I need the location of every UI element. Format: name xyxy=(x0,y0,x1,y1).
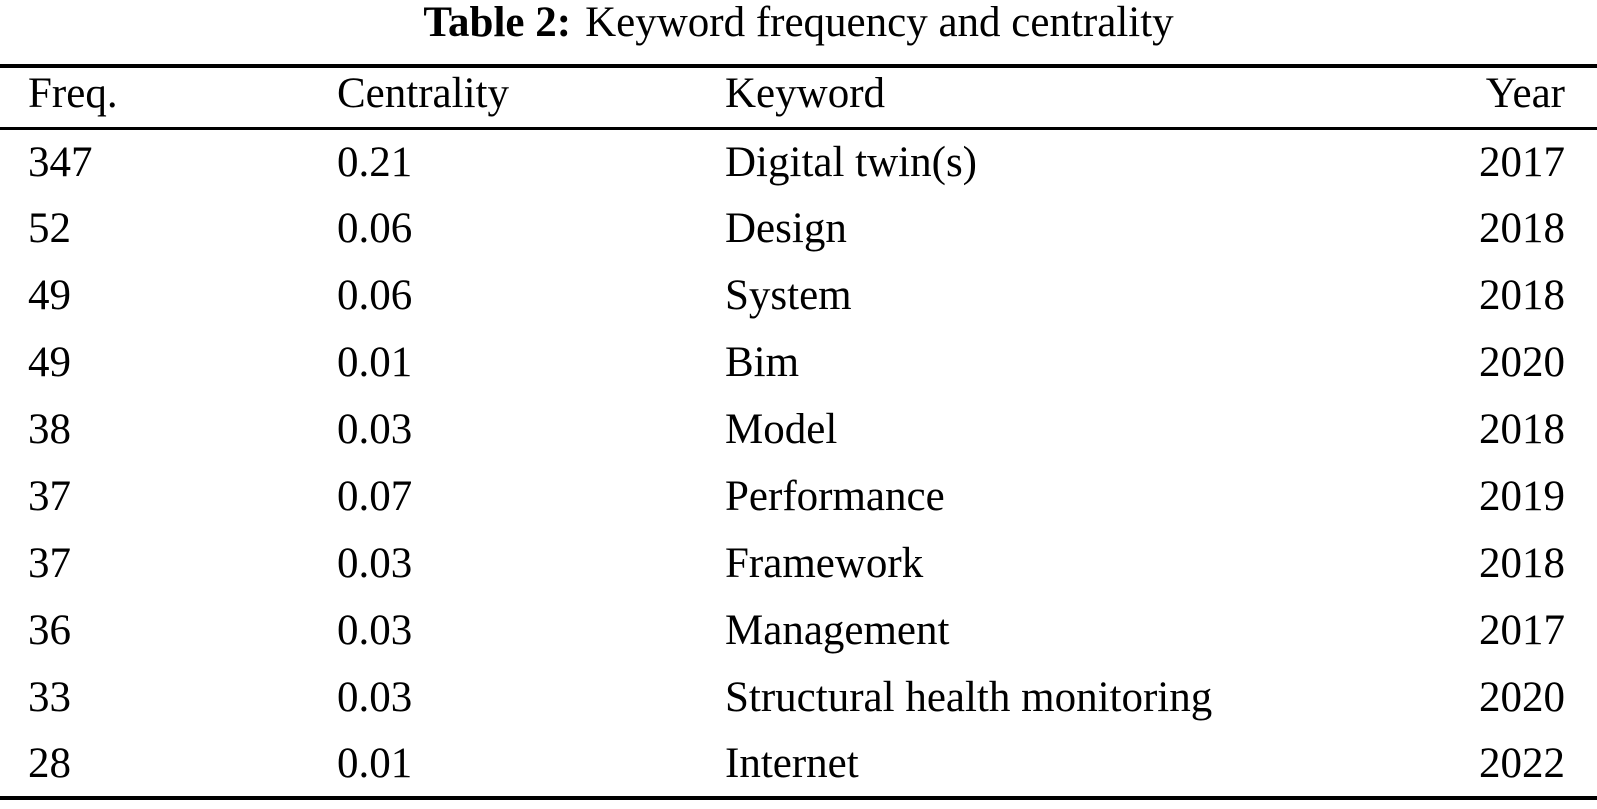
cell-keyword: Framework xyxy=(725,540,924,587)
cell-freq: 38 xyxy=(28,406,71,453)
cell-freq: 37 xyxy=(28,473,71,520)
cell-keyword: Internet xyxy=(725,740,859,787)
cell-keyword: Bim xyxy=(725,339,800,386)
cell-freq: 347 xyxy=(28,138,93,186)
table-row: 49 0.01 Bim 2020 xyxy=(0,329,1597,396)
cell-centrality: 0.01 xyxy=(337,740,413,787)
cell-centrality: 0.03 xyxy=(337,607,413,654)
cell-year: 2018 xyxy=(1479,272,1565,319)
cell-year: 2022 xyxy=(1479,740,1565,787)
cell-keyword: Design xyxy=(725,205,847,252)
cell-centrality: 0.21 xyxy=(337,138,413,186)
header-year: Year xyxy=(1485,69,1565,117)
cell-year: 2018 xyxy=(1479,205,1565,252)
cell-keyword: Structural health monitoring xyxy=(725,674,1213,721)
cell-year: 2020 xyxy=(1479,339,1565,386)
cell-year: 2019 xyxy=(1479,473,1565,520)
cell-year: 2018 xyxy=(1479,540,1565,587)
header-keyword: Keyword xyxy=(725,69,886,117)
cell-freq: 33 xyxy=(28,674,71,721)
header-freq: Freq. xyxy=(28,69,118,117)
cell-keyword: System xyxy=(725,272,852,319)
table-row: 37 0.07 Performance 2019 xyxy=(0,463,1597,530)
cell-year: 2018 xyxy=(1479,406,1565,453)
cell-centrality: 0.06 xyxy=(337,205,413,252)
table-row: 36 0.03 Management 2017 xyxy=(0,597,1597,664)
cell-keyword: Management xyxy=(725,607,950,654)
cell-freq: 52 xyxy=(28,205,71,252)
table-row: 28 0.01 Internet 2022 xyxy=(0,731,1597,798)
cell-centrality: 0.03 xyxy=(337,406,413,453)
cell-keyword: Model xyxy=(725,406,838,453)
cell-freq: 36 xyxy=(28,607,71,654)
cell-centrality: 0.03 xyxy=(337,540,413,587)
cell-freq: 28 xyxy=(28,740,71,787)
table-caption-label: Table 2: xyxy=(423,0,572,46)
table-caption: Table 2: Keyword frequency and centrality xyxy=(0,0,1597,64)
table-row: 52 0.06 Design 2018 xyxy=(0,195,1597,262)
keyword-frequency-table: Freq. Centrality Keyword Year 347 0.21 D… xyxy=(0,64,1597,800)
table-row: 38 0.03 Model 2018 xyxy=(0,396,1597,463)
header-centrality: Centrality xyxy=(337,69,509,117)
table-row: 37 0.03 Framework 2018 xyxy=(0,530,1597,597)
cell-year: 2017 xyxy=(1479,138,1565,186)
cell-centrality: 0.03 xyxy=(337,674,413,721)
cell-centrality: 0.06 xyxy=(337,272,413,319)
cell-year: 2017 xyxy=(1479,607,1565,654)
cell-centrality: 0.07 xyxy=(337,473,413,520)
cell-year: 2020 xyxy=(1479,674,1565,721)
table-row: 33 0.03 Structural health monitoring 202… xyxy=(0,664,1597,731)
cell-freq: 49 xyxy=(28,272,71,319)
cell-centrality: 0.01 xyxy=(337,339,413,386)
table-row: 49 0.06 System 2018 xyxy=(0,262,1597,329)
table-header-row: Freq. Centrality Keyword Year xyxy=(0,66,1597,128)
table-caption-text: Keyword frequency and centrality xyxy=(585,0,1174,46)
cell-freq: 49 xyxy=(28,339,71,386)
table-row: 347 0.21 Digital twin(s) 2017 xyxy=(0,128,1597,195)
cell-freq: 37 xyxy=(28,540,71,587)
cell-keyword: Digital twin(s) xyxy=(725,138,977,186)
cell-keyword: Performance xyxy=(725,473,945,520)
